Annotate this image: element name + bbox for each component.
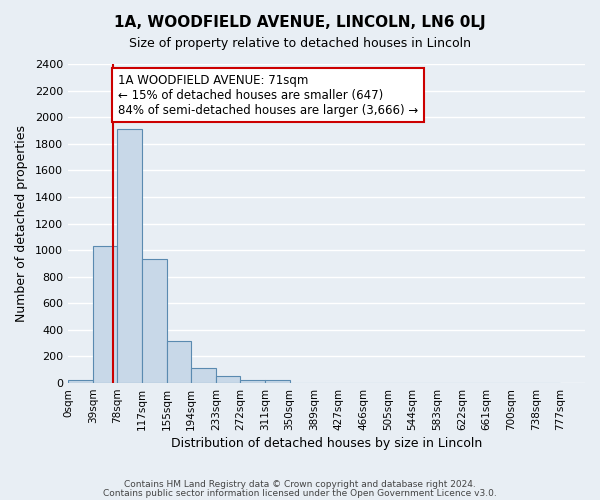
Bar xyxy=(191,368,216,383)
Text: Contains public sector information licensed under the Open Government Licence v3: Contains public sector information licen… xyxy=(103,488,497,498)
X-axis label: Distribution of detached houses by size in Lincoln: Distribution of detached houses by size … xyxy=(171,437,482,450)
Bar xyxy=(241,380,265,383)
Bar xyxy=(142,260,167,383)
Text: 1A WOODFIELD AVENUE: 71sqm
← 15% of detached houses are smaller (647)
84% of sem: 1A WOODFIELD AVENUE: 71sqm ← 15% of deta… xyxy=(118,74,418,116)
Text: 1A, WOODFIELD AVENUE, LINCOLN, LN6 0LJ: 1A, WOODFIELD AVENUE, LINCOLN, LN6 0LJ xyxy=(114,15,486,30)
Bar xyxy=(117,129,142,383)
Text: Size of property relative to detached houses in Lincoln: Size of property relative to detached ho… xyxy=(129,38,471,51)
Y-axis label: Number of detached properties: Number of detached properties xyxy=(15,125,28,322)
Text: Contains HM Land Registry data © Crown copyright and database right 2024.: Contains HM Land Registry data © Crown c… xyxy=(124,480,476,489)
Bar xyxy=(265,380,290,383)
Bar xyxy=(167,340,191,383)
Bar xyxy=(216,376,241,383)
Bar xyxy=(92,246,117,383)
Bar xyxy=(68,380,92,383)
